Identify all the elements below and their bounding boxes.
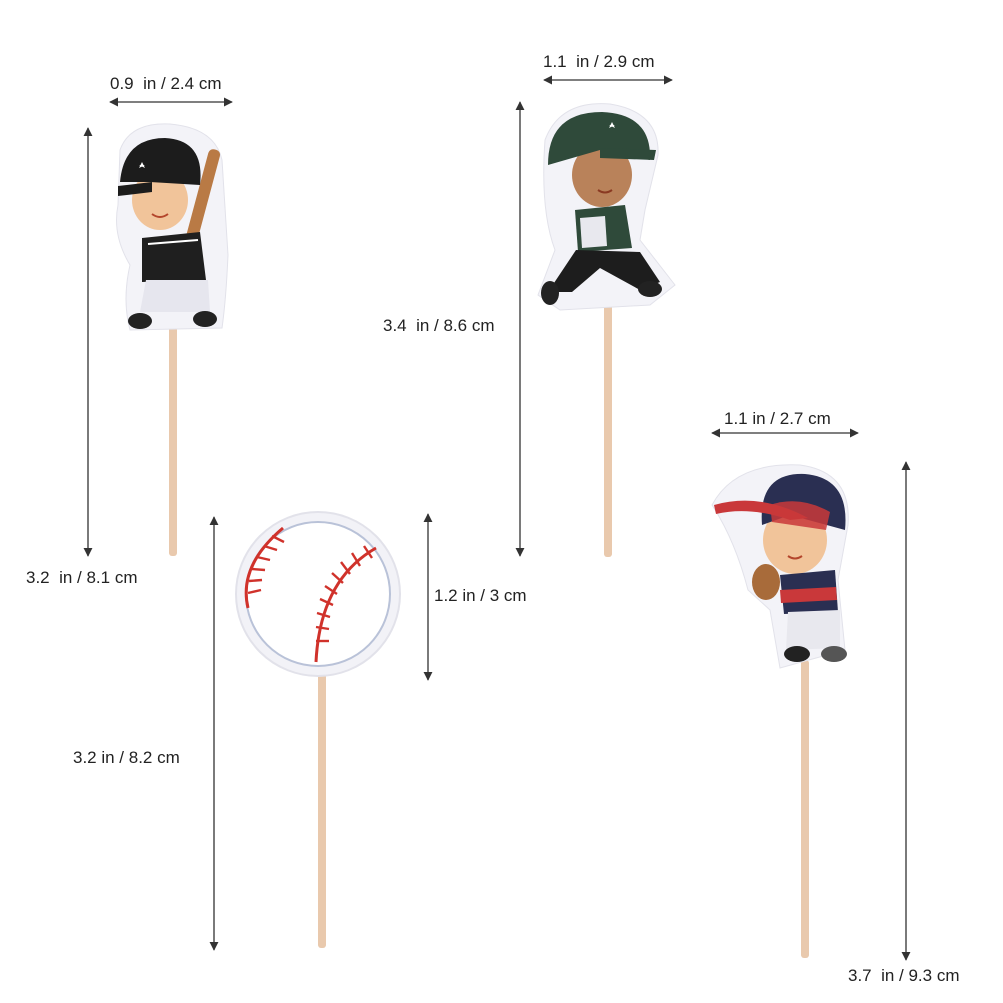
baseball-icon bbox=[235, 511, 401, 677]
batter-figure bbox=[116, 123, 229, 331]
runner-topper bbox=[515, 75, 676, 557]
baseball-height-label: 3.2 in / 8.2 cm bbox=[73, 748, 180, 767]
baseball-width-label: 1.2 in / 3 cm bbox=[434, 586, 527, 605]
runner-stick bbox=[604, 275, 612, 557]
baseball-stick bbox=[318, 666, 326, 948]
runner-figure bbox=[537, 103, 676, 311]
catcher-stick bbox=[801, 660, 809, 958]
baseball-topper bbox=[209, 511, 433, 951]
batter-width-label: 0.9 in / 2.4 cm bbox=[110, 74, 222, 93]
batter-topper bbox=[83, 97, 233, 557]
catcher-topper bbox=[711, 428, 911, 961]
catcher-height-label: 3.7 in / 9.3 cm bbox=[848, 966, 960, 985]
runner-width-label: 1.1 in / 2.9 cm bbox=[543, 52, 655, 71]
batter-height-label: 3.2 in / 8.1 cm bbox=[26, 568, 138, 587]
catcher-figure bbox=[711, 464, 849, 669]
runner-height-label: 3.4 in / 8.6 cm bbox=[383, 316, 495, 335]
catcher-width-label: 1.1 in / 2.7 cm bbox=[724, 409, 831, 428]
batter-stick bbox=[169, 290, 177, 556]
